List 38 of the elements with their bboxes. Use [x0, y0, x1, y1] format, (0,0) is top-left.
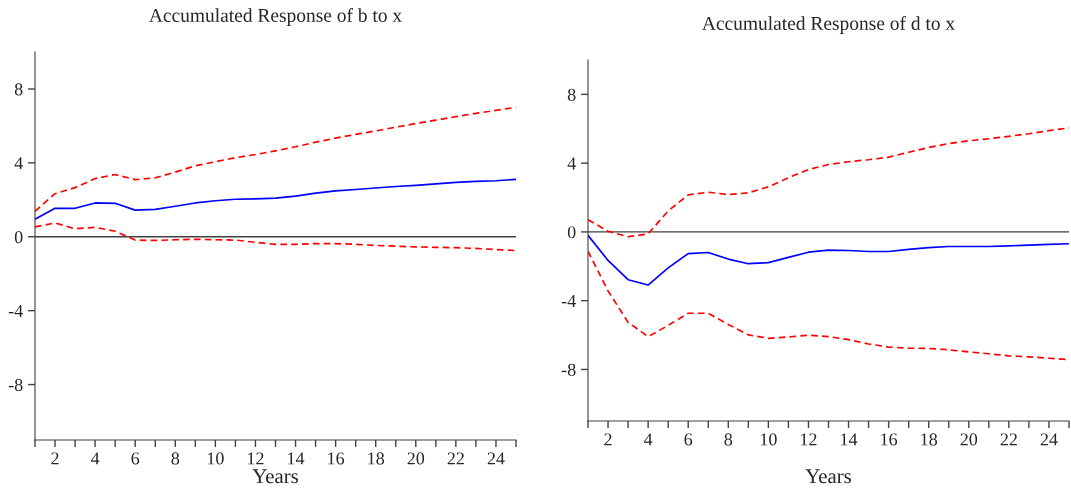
x-tick-label: 2 [51, 452, 59, 465]
x-tick-label: 18 [368, 452, 385, 465]
y-tick-label: 0 [14, 231, 23, 244]
y-tick-label: 8 [567, 88, 576, 101]
x-tick-label: 20 [960, 433, 978, 446]
x-tick-label: 14 [841, 433, 858, 446]
y-tick-label: 4 [567, 157, 576, 170]
y-tick-label: -8 [561, 363, 576, 376]
y-tick-label: -4 [561, 295, 576, 307]
x-tick-label: 18 [921, 433, 938, 446]
x-tick-label: 4 [90, 452, 100, 465]
x-tick-label: 14 [288, 452, 305, 465]
chart-title: Accumulated Response of b to x [149, 8, 402, 26]
x-tick-label: 10 [207, 452, 224, 465]
x-tick-label: 16 [881, 433, 898, 446]
x-tick-label: 6 [131, 452, 140, 465]
y-tick-label: 8 [14, 83, 23, 96]
x-tick-label: 8 [171, 452, 180, 465]
x-tick-label: 12 [248, 452, 264, 465]
y-tick-label: 4 [14, 157, 23, 170]
x-tick-label: 4 [643, 433, 653, 446]
y-tick-label: -8 [8, 378, 23, 392]
x-tick-label: 20 [407, 452, 425, 465]
x-tick-label: 10 [760, 433, 777, 446]
x-tick-label: 6 [684, 433, 693, 446]
y-tick-label: -4 [8, 305, 23, 317]
x-tick-label: 2 [604, 433, 612, 446]
x-axis-title: Years [805, 469, 851, 484]
y-tick-label: 0 [567, 226, 576, 239]
x-axis-title: Years [252, 469, 298, 484]
x-tick-label: 24 [1040, 433, 1058, 446]
x-tick-label: 12 [801, 433, 817, 446]
chart-title: Accumulated Response of d to x [702, 16, 955, 34]
x-tick-label: 22 [447, 452, 464, 465]
x-tick-label: 16 [328, 452, 345, 465]
x-tick-label: 24 [487, 452, 505, 465]
x-tick-label: 22 [1000, 433, 1017, 446]
x-tick-label: 8 [724, 433, 733, 446]
